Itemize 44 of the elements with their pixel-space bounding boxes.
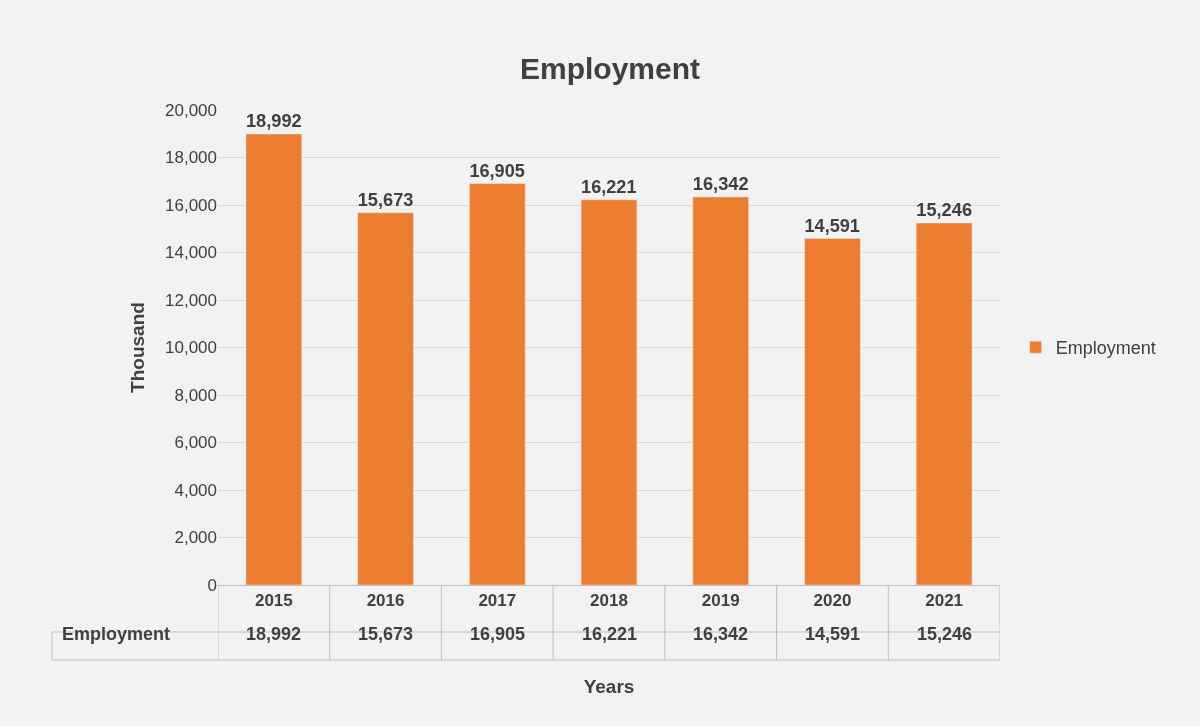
y-tick-label: 2,000 bbox=[174, 528, 217, 548]
y-tick-label: 16,000 bbox=[165, 195, 217, 215]
data-label: 15,246 bbox=[917, 624, 973, 644]
bar bbox=[245, 133, 303, 585]
y-tick-label: 20,000 bbox=[165, 100, 217, 120]
text: 14,591 bbox=[804, 215, 860, 236]
text: 16,221 bbox=[581, 176, 637, 197]
legend-label: Employment bbox=[1055, 338, 1156, 359]
data-label: 18,992 bbox=[246, 624, 302, 644]
x-tick-label: 2019 bbox=[701, 591, 740, 611]
text: 15,246 bbox=[916, 199, 973, 221]
y-tick-label: 4,000 bbox=[174, 480, 217, 500]
bar bbox=[692, 196, 749, 585]
bar bbox=[580, 199, 638, 585]
x-tick-label: 2021 bbox=[925, 591, 964, 611]
chart-title: Employment bbox=[519, 52, 701, 86]
data-label: 14,591 bbox=[805, 624, 861, 644]
data-label: 16,221 bbox=[582, 624, 638, 644]
y-tick-label: 0 bbox=[207, 575, 217, 595]
bar bbox=[804, 238, 861, 585]
x-tick-label: 2015 bbox=[254, 591, 293, 611]
y-tick-label: 8,000 bbox=[174, 385, 217, 405]
x-tick-label: 2018 bbox=[590, 591, 628, 611]
y-axis-title: Thousand bbox=[126, 302, 148, 393]
data-label: 16,342 bbox=[693, 624, 749, 644]
y-tick-label: 10,000 bbox=[165, 338, 217, 358]
data-label: 16,905 bbox=[470, 624, 526, 644]
bar bbox=[915, 222, 973, 585]
bar bbox=[357, 212, 414, 585]
y-tick-label: 18,000 bbox=[165, 148, 217, 168]
y-tick-label: 6,000 bbox=[174, 433, 217, 453]
y-tick-label: 14,000 bbox=[165, 243, 217, 263]
data-label: 15,673 bbox=[358, 624, 414, 644]
x-tick-label: 2020 bbox=[813, 591, 852, 611]
bar bbox=[469, 183, 526, 585]
x-tick-label: 2016 bbox=[366, 591, 405, 611]
text: 16,342 bbox=[692, 173, 749, 195]
text: 15,673 bbox=[357, 188, 414, 210]
x-tick-label: 2017 bbox=[478, 591, 517, 611]
text: Employment bbox=[62, 624, 171, 644]
y-tick-label: 12,000 bbox=[165, 290, 217, 310]
text: 16,905 bbox=[469, 160, 525, 181]
x-axis-title: Years bbox=[583, 676, 635, 698]
text: 18,992 bbox=[245, 110, 302, 132]
